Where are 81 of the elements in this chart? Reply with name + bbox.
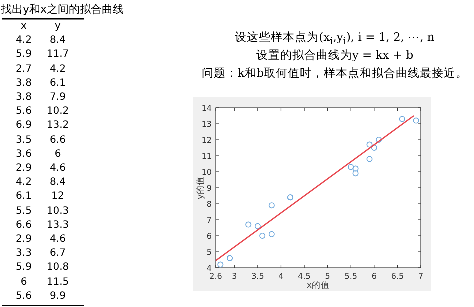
text: 11.5 (46, 276, 70, 288)
y-tick-label: 9 (206, 184, 212, 193)
point (260, 233, 266, 239)
text: 6.1 (49, 78, 67, 89)
point (218, 262, 224, 268)
text: 3.6 (15, 148, 33, 160)
point (376, 137, 382, 143)
point (366, 142, 373, 148)
x-axis-title: x的值 (306, 280, 330, 291)
x-tick-label: 4 (278, 272, 284, 281)
x-tick-label: 5 (325, 272, 330, 281)
text: 8.4 (49, 35, 67, 46)
point (268, 231, 275, 238)
text: 5.5 (15, 206, 33, 217)
x-tick-label: 3 (232, 272, 238, 281)
point (371, 145, 378, 151)
text: 3.5 (15, 134, 33, 146)
text: 6.1 (15, 191, 33, 202)
text: 10.3 (46, 206, 70, 217)
y-tick-label: 11 (202, 152, 212, 161)
text: 5.9 (15, 49, 33, 60)
text: 7.9 (49, 92, 67, 103)
title: 找出y和x之间的拟合曲线 (1, 2, 124, 17)
text: 2.7 (15, 64, 33, 75)
text: 12 (50, 191, 66, 202)
text: 6.9 (15, 120, 33, 132)
text: 8.4 (49, 177, 67, 188)
y-tick-label: 13 (202, 120, 212, 129)
x-tick-label: 3.5 (252, 272, 264, 281)
text: 2.9 (15, 163, 33, 174)
x-tick-label: 2.6 (210, 272, 222, 281)
text: 6.6 (15, 220, 33, 231)
text: 5.6 (15, 106, 33, 118)
annotation: 设这些样本点为(x$_{i}$,y$_{i}$), i = 1, 2, ⋯, n (234, 30, 436, 48)
text: 6.7 (49, 248, 67, 260)
y-tick-label: 6 (206, 232, 212, 241)
point (246, 222, 252, 228)
text: 4.2 (15, 35, 33, 46)
text: x (20, 21, 28, 32)
y-tick-label: 14 (202, 104, 212, 113)
point (413, 118, 420, 124)
y-tick-label: 4 (206, 264, 212, 273)
text: 13.2 (46, 120, 70, 132)
y-tick-label: 10 (202, 168, 212, 177)
y-tick-label: 8 (206, 200, 212, 209)
y-tick-label: 5 (206, 248, 212, 257)
text: 5.6 (15, 290, 33, 302)
annotation: 设置的拟合曲线为y = kx + b (255, 48, 415, 63)
text: 3.8 (15, 78, 33, 89)
text: 13.3 (46, 220, 70, 231)
x-tick-label: 6.5 (391, 272, 404, 281)
text: 3.8 (15, 92, 33, 103)
x-tick-label: 6 (372, 272, 377, 281)
point (268, 202, 275, 209)
text: y (54, 21, 62, 32)
x-tick-label: 4.5 (298, 272, 311, 281)
text: 10.8 (46, 262, 70, 274)
point (352, 170, 359, 177)
text: 5.9 (15, 262, 33, 274)
text: 10.2 (46, 106, 70, 118)
text: 6.6 (49, 134, 67, 146)
x-tick-label: 7 (418, 272, 424, 281)
point (366, 156, 373, 162)
text: 4.6 (49, 234, 67, 245)
text: 4.2 (49, 64, 67, 75)
y-tick-label: 7 (206, 216, 212, 225)
y-axis-title: y的值 (195, 176, 206, 200)
point (348, 164, 354, 170)
text: 9.9 (49, 290, 67, 302)
annotation: 问题：k和b取何值时，样本点和拟合曲线最接近。 (200, 66, 470, 81)
text: 4.2 (15, 177, 33, 188)
text: 11.7 (46, 49, 70, 60)
point (399, 116, 406, 122)
point (254, 223, 261, 230)
text: 3.3 (15, 248, 33, 260)
text: 2.9 (15, 234, 33, 245)
x-tick-label: 5.5 (344, 272, 358, 281)
y-tick-label: 12 (202, 136, 212, 145)
text: 4.6 (49, 163, 67, 174)
text: 6 (54, 148, 62, 160)
point (352, 166, 359, 172)
